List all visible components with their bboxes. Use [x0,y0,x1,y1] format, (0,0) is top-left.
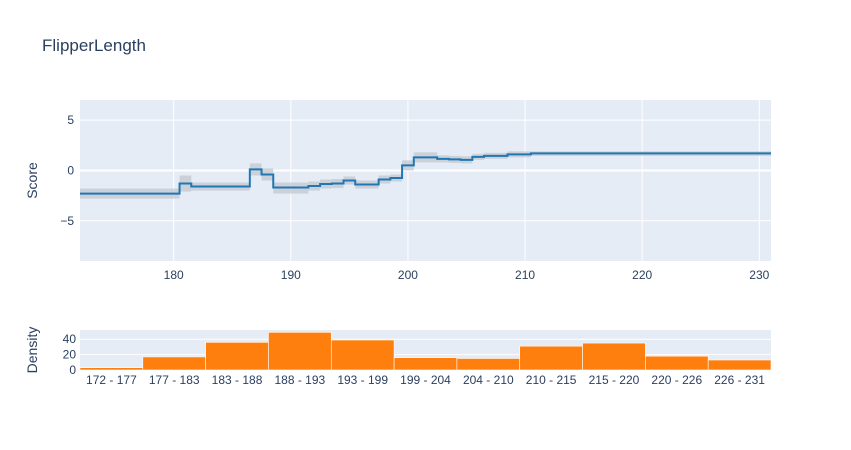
score-y-tick-label: −5 [60,214,74,228]
score-y-tick-label: 0 [67,163,74,177]
score-y-tick-label: 5 [67,113,74,127]
density-bar-10 [707,359,772,371]
density-y-tick-label: 0 [69,363,76,377]
score-plot-area [80,100,771,261]
density-grid [80,338,771,356]
density-bars [79,332,772,371]
density-bar-7 [519,345,583,371]
density-y-ticks: 020 40 [63,332,77,377]
score-x-tick-label: 200 [398,268,418,282]
density-bar-0 [79,367,144,371]
score-x-tick-label: 220 [632,268,652,282]
density-x-tick-label: 183 - 188 [212,373,263,387]
score-x-tick-label: 180 [164,268,184,282]
density-x-tick-label: 172 - 177 [86,373,137,387]
density-bar-1 [142,356,206,371]
score-x-tick-label: 190 [281,268,301,282]
score-x-ticks: 180 190 200 210 220 230 [164,268,770,282]
density-x-tick-label: 188 - 193 [275,373,326,387]
score-x-tick-label: 210 [515,268,535,282]
score-grid [80,100,771,261]
density-bar-4 [330,339,395,371]
density-bar-2 [205,342,269,371]
density-bar-3 [268,332,332,371]
density-x-tick-label: 199 - 204 [400,373,451,387]
density-y-tick-label: 20 [63,348,77,362]
density-bar-9 [645,355,709,371]
density-x-tick-label: 193 - 199 [337,373,388,387]
score-axis-title: Score [24,162,40,199]
score-series-path [80,152,771,195]
density-x-ticks: 172 - 177 177 - 183 183 - 188 188 - 193 193 … [86,373,765,387]
score-x-tick-label: 230 [749,268,769,282]
chart-title: FlipperLength [42,36,146,55]
density-x-tick-label: 226 - 231 [714,373,765,387]
density-x-tick-label: 210 - 215 [526,373,577,387]
score-line [80,152,771,195]
density-x-tick-label: 215 - 220 [589,373,640,387]
density-x-tick-label: 220 - 226 [651,373,702,387]
density-bar-5 [393,357,458,371]
density-axis-title: Density [24,327,40,374]
score-y-ticks: 5 0 −5 [60,113,74,228]
density-x-tick-label: 204 - 210 [463,373,514,387]
density-bar-6 [456,358,521,371]
density-y-tick-label: 40 [63,332,77,346]
density-bar-8 [582,342,646,371]
density-x-tick-label: 177 - 183 [149,373,200,387]
